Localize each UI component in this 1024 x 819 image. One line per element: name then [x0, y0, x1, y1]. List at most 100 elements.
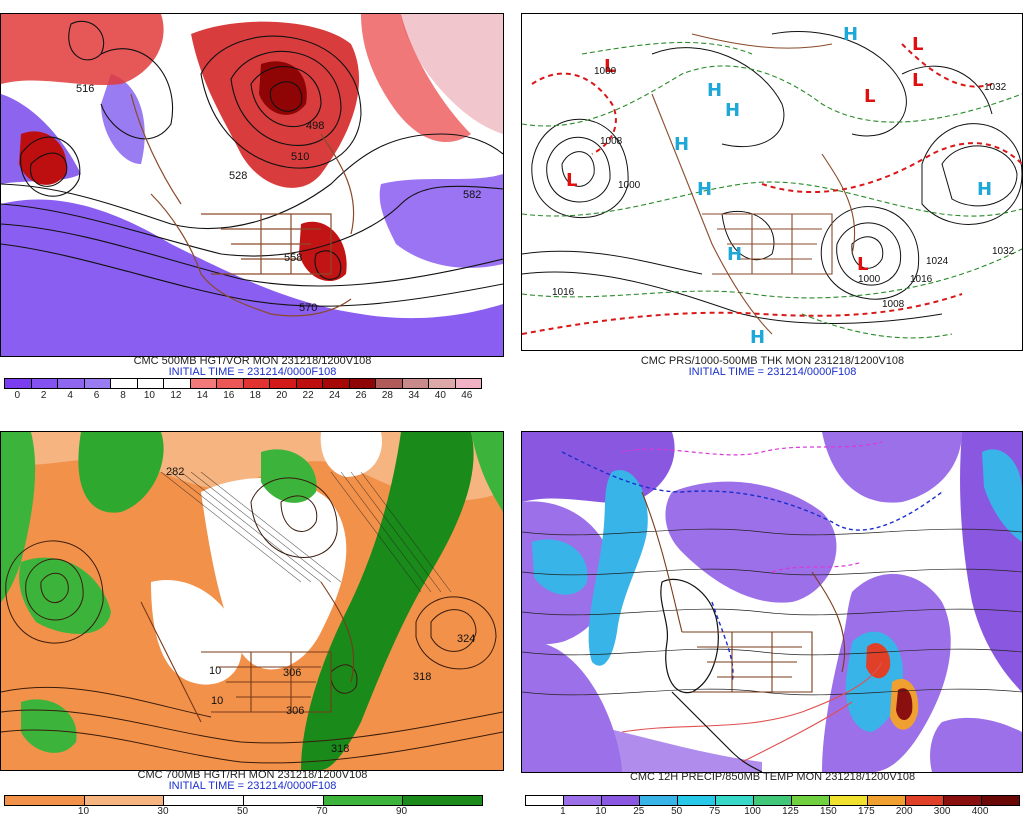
color-swatch [602, 796, 640, 805]
color-bar [4, 378, 482, 389]
color-swatch [402, 379, 429, 388]
color-bar-label: 26 [355, 390, 367, 401]
contour-label: 1024 [926, 256, 949, 267]
contour-label: 558 [284, 252, 302, 264]
low-pressure-marker: L [857, 254, 868, 275]
panel-title: CMC PRS/1000-500MB THK MON 231218/1200V1… [640, 355, 905, 367]
color-bar-label: 22 [302, 390, 314, 401]
color-swatch [830, 796, 868, 805]
contour-label: 528 [229, 170, 247, 182]
contour-label: 570 [299, 302, 317, 314]
color-swatch [164, 796, 245, 805]
panel-title: CMC 12H PRECIP/850MB TEMP MON 231218/120… [629, 771, 916, 783]
low-pressure-marker: L [604, 56, 615, 77]
color-swatch [429, 379, 456, 388]
color-swatch [217, 379, 244, 388]
contour-label: 1000 [594, 66, 617, 77]
initial-time: INITIAL TIME = 231214/0000F108 [688, 366, 857, 378]
color-bar-labels: 1 10 25 50 75 100 125 150 175 200 300 400 [525, 806, 1018, 818]
map-precip-850temp [521, 431, 1023, 773]
color-bar-label: 4 [67, 390, 73, 401]
contour-label: 498 [306, 120, 324, 132]
color-swatch [243, 379, 270, 388]
color-bar-label: 6 [93, 390, 100, 401]
color-bar-label: 0 [14, 390, 20, 401]
color-swatch [84, 796, 165, 805]
contour-label: 10 [211, 695, 223, 707]
contour-label: 1016 [910, 274, 933, 285]
color-bar-label: 400 [971, 806, 989, 817]
color-swatch [526, 796, 564, 805]
low-pressure-marker: L [912, 34, 923, 55]
color-swatch [982, 796, 1019, 805]
contour-label: 318 [331, 743, 349, 755]
color-swatch [455, 379, 481, 388]
contour-label: 1032 [992, 246, 1015, 257]
initial-time: INITIAL TIME = 231214/0000F108 [168, 780, 337, 792]
high-pressure-marker: H [750, 327, 765, 348]
color-bar-label: 2 [40, 390, 47, 401]
color-bar-label: 90 [395, 806, 408, 817]
contour-label: 582 [463, 189, 481, 201]
color-bar-label: 175 [857, 806, 875, 817]
color-bar-label: 30 [157, 806, 169, 817]
color-bar-label: 100 [744, 806, 761, 817]
contour-label: 318 [413, 671, 431, 683]
color-swatch [244, 796, 324, 805]
color-bar-label: 28 [381, 390, 393, 401]
color-bar-label: 18 [249, 390, 261, 401]
initial-time: INITIAL TIME = 231214/0000F108 [168, 366, 337, 378]
contour-label: 1016 [552, 287, 575, 298]
panel-500mb-vorticity: 528 516 582 558 570 510 498 CMC 500MB HG… [0, 0, 505, 404]
color-bar-label: 34 [408, 390, 420, 401]
map-pressure-thickness: H H H H H H H H L L L L L L 1000 1008 10… [521, 13, 1023, 351]
color-bar-label: 8 [120, 390, 126, 401]
color-swatch [5, 796, 85, 805]
color-swatch [84, 379, 111, 388]
contour-label: 1032 [984, 82, 1007, 93]
panel-700mb-rh: 282 324 306 318 306 318 10 10 CMC 700MB … [0, 418, 505, 819]
color-swatch [164, 379, 191, 388]
color-bar-label: 24 [328, 390, 341, 401]
map-500mb-vorticity: 528 516 582 558 570 510 498 [0, 13, 504, 357]
color-swatch [792, 796, 830, 805]
color-bar-label: 200 [895, 806, 913, 817]
color-swatch [944, 796, 982, 805]
color-swatch [564, 796, 602, 805]
color-bar-label: 40 [434, 390, 446, 401]
high-pressure-marker: H [697, 179, 712, 200]
low-pressure-marker: L [566, 170, 577, 191]
contour-label: 1000 [618, 180, 641, 191]
color-bar-label: 10 [595, 806, 607, 817]
high-pressure-marker: H [674, 134, 689, 155]
color-bar-labels: 10 30 50 70 90 [4, 806, 481, 818]
low-pressure-marker: L [912, 70, 923, 91]
color-bar-label: 125 [782, 806, 799, 817]
high-pressure-marker: H [977, 179, 992, 200]
color-bar-label: 25 [633, 806, 645, 817]
high-pressure-marker: H [707, 80, 722, 101]
color-swatch [678, 796, 716, 805]
color-swatch [296, 379, 323, 388]
panel-pressure-thickness: H H H H H H H H L L L L L L 1000 1008 10… [521, 0, 1024, 404]
panel-title: CMC 700MB HGT/RH MON 231218/1200V108 [137, 769, 368, 781]
high-pressure-marker: H [843, 24, 858, 45]
color-swatch [640, 796, 678, 805]
panel-precip-850temp: CMC 12H PRECIP/850MB TEMP MON 231218/120… [521, 418, 1024, 819]
color-swatch [754, 796, 792, 805]
contour-label: 1000 [858, 274, 881, 285]
contour-label: 10 [209, 665, 221, 677]
color-swatch [137, 379, 164, 388]
color-swatch [111, 379, 138, 388]
color-swatch [906, 796, 944, 805]
color-swatch [349, 379, 376, 388]
color-bar-label: 75 [709, 806, 721, 817]
color-swatch [5, 379, 32, 388]
contour-label: 324 [457, 633, 475, 645]
color-bar-label: 50 [236, 806, 249, 817]
contour-label: 510 [291, 151, 309, 163]
contour-label: 1008 [600, 136, 623, 147]
color-bar-label: 14 [196, 390, 208, 401]
contour-label: 306 [286, 705, 304, 717]
color-bar-label: 12 [170, 390, 182, 401]
